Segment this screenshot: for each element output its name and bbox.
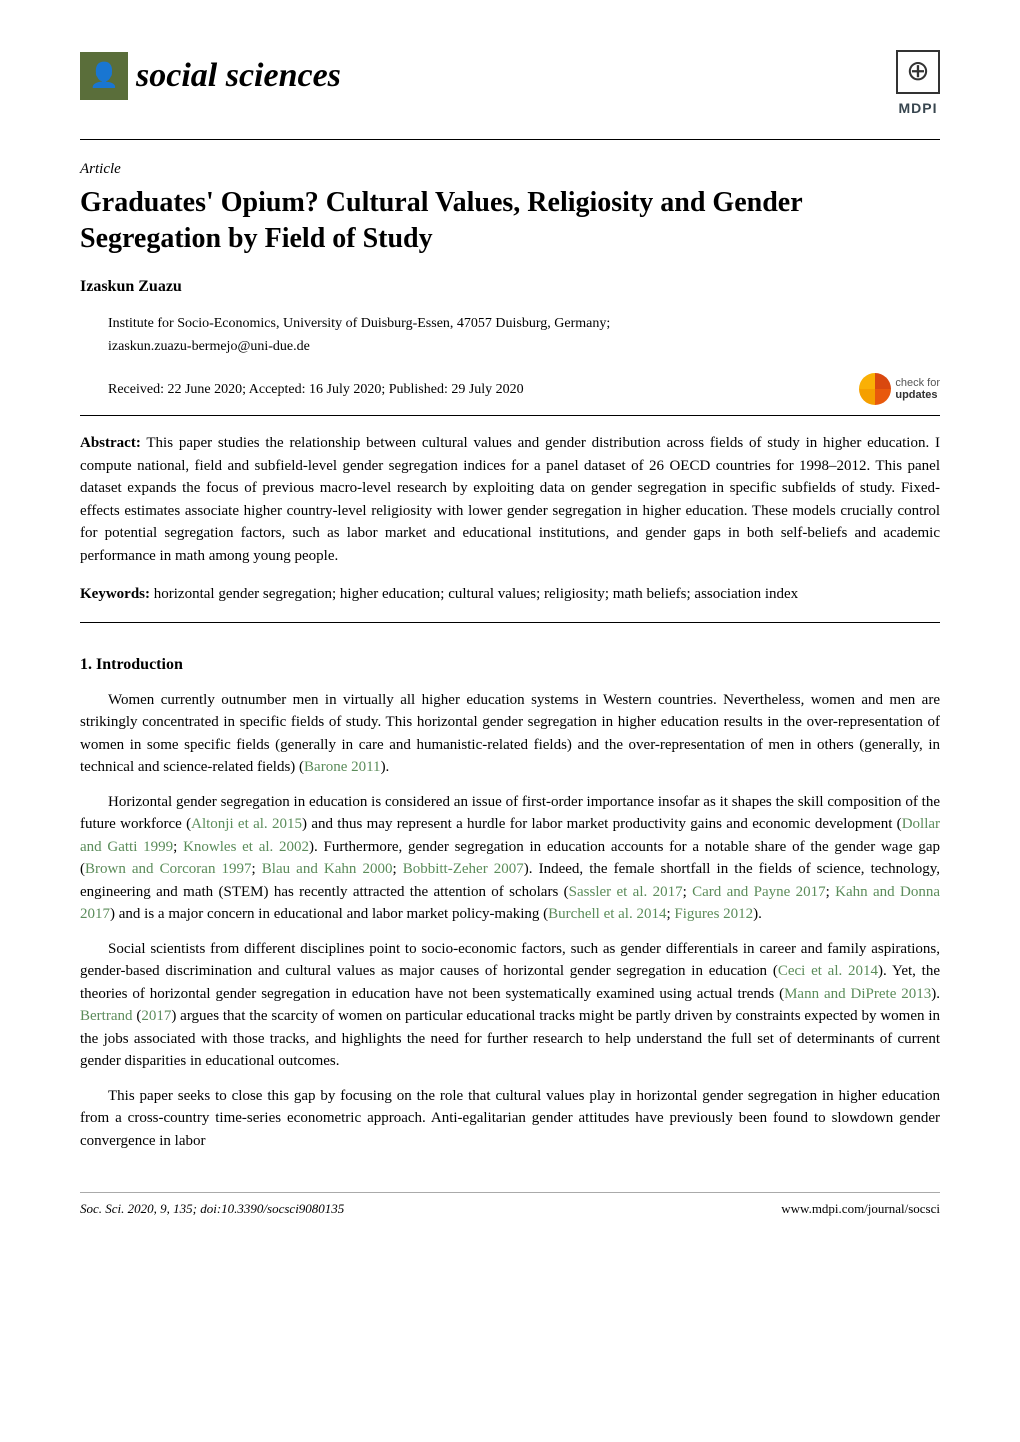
author-email: izaskun.zuazu-bermejo@uni-due.de bbox=[80, 336, 940, 357]
citation-link[interactable]: Blau and Kahn 2000 bbox=[262, 861, 393, 877]
author-affiliation: Institute for Socio-Economics, Universit… bbox=[80, 313, 940, 334]
divider bbox=[80, 622, 940, 623]
footer-citation: Soc. Sci. 2020, 9, 135; doi:10.3390/socs… bbox=[80, 1199, 344, 1219]
citation-link[interactable]: Bobbitt-Zeher 2007 bbox=[403, 861, 524, 877]
citation-link[interactable]: Card and Payne 2017 bbox=[692, 884, 826, 900]
publication-dates: Received: 22 June 2020; Accepted: 16 Jul… bbox=[80, 379, 524, 400]
citation-link[interactable]: Knowles et al. 2002 bbox=[183, 839, 309, 855]
mdpi-icon: ⊕ bbox=[896, 50, 940, 94]
check-updates-icon bbox=[859, 373, 891, 405]
abstract-text: This paper studies the relationship betw… bbox=[80, 435, 940, 564]
journal-logo-icon bbox=[80, 52, 128, 100]
publisher-name: MDPI bbox=[899, 98, 938, 119]
citation-link[interactable]: Sassler et al. 2017 bbox=[569, 884, 683, 900]
citation-link[interactable]: Bertrand bbox=[80, 1008, 132, 1024]
page-footer: Soc. Sci. 2020, 9, 135; doi:10.3390/socs… bbox=[80, 1192, 940, 1219]
article-title: Graduates' Opium? Cultural Values, Relig… bbox=[80, 185, 940, 258]
check-updates-label: check for updates bbox=[895, 377, 940, 401]
abstract-label: Abstract: bbox=[80, 435, 141, 451]
citation-link[interactable]: Brown and Corcoran 1997 bbox=[85, 861, 252, 877]
keywords-text: horizontal gender segregation; higher ed… bbox=[154, 586, 798, 602]
citation-link[interactable]: Mann and DiPrete 2013 bbox=[784, 986, 931, 1002]
divider bbox=[80, 415, 940, 416]
intro-paragraph-4: This paper seeks to close this gap by fo… bbox=[80, 1085, 940, 1153]
article-type: Article bbox=[80, 158, 940, 181]
abstract-block: Abstract: This paper studies the relatio… bbox=[80, 432, 940, 567]
citation-link[interactable]: Ceci et al. 2014 bbox=[778, 963, 878, 979]
citation-link[interactable]: Figures 2012 bbox=[674, 906, 753, 922]
keywords-block: Keywords: horizontal gender segregation;… bbox=[80, 583, 940, 606]
check-updates-line2: updates bbox=[895, 389, 937, 401]
author-name: Izaskun Zuazu bbox=[80, 275, 940, 299]
footer-journal-link[interactable]: www.mdpi.com/journal/socsci bbox=[781, 1201, 940, 1216]
intro-paragraph-2: Horizontal gender segregation in educati… bbox=[80, 791, 940, 926]
publisher-logo: ⊕ MDPI bbox=[896, 50, 940, 119]
journal-name: social sciences bbox=[136, 50, 341, 101]
page-header: social sciences ⊕ MDPI bbox=[80, 50, 940, 119]
intro-paragraph-3: Social scientists from different discipl… bbox=[80, 938, 940, 1073]
section-heading: 1. Introduction bbox=[80, 653, 940, 677]
citation-link[interactable]: Barone 2011 bbox=[304, 759, 381, 775]
divider bbox=[80, 139, 940, 140]
journal-logo: social sciences bbox=[80, 50, 341, 101]
check-updates-line1: check for bbox=[895, 377, 940, 389]
citation-link[interactable]: 2017 bbox=[141, 1008, 171, 1024]
dates-row: Received: 22 June 2020; Accepted: 16 Jul… bbox=[80, 373, 940, 405]
citation-link[interactable]: Burchell et al. 2014 bbox=[548, 906, 666, 922]
citation-link[interactable]: Altonji et al. 2015 bbox=[191, 816, 302, 832]
keywords-label: Keywords: bbox=[80, 586, 150, 602]
check-updates-badge[interactable]: check for updates bbox=[859, 373, 940, 405]
intro-paragraph-1: Women currently outnumber men in virtual… bbox=[80, 689, 940, 779]
